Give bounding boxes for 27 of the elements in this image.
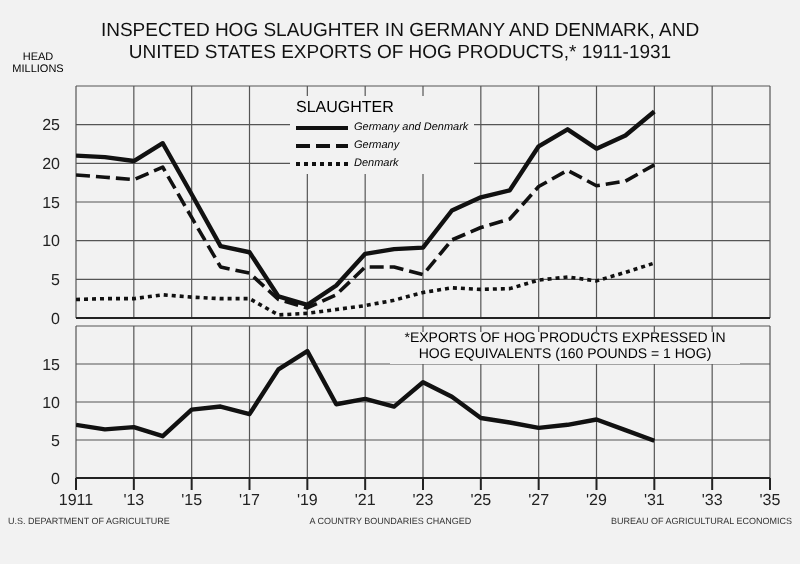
x-tick-label: '19 xyxy=(296,491,319,510)
legend-title: SLAUGHTER xyxy=(296,98,396,116)
x-tick-label: '35 xyxy=(759,491,782,510)
y-tick-label: 10 xyxy=(42,232,62,251)
y-tick-label: 25 xyxy=(42,116,62,135)
y-tick-label: 5 xyxy=(51,431,62,450)
y-tick-label: 10 xyxy=(42,393,62,412)
x-tick-label: '33 xyxy=(701,491,724,510)
x-tick-label: '31 xyxy=(643,491,666,510)
y-tick-label: 0 xyxy=(51,309,62,328)
x-tick-label: '23 xyxy=(412,491,435,510)
y-tick-label: 0 xyxy=(51,469,62,488)
y-tick-label: 5 xyxy=(51,271,62,290)
x-tick-label: '17 xyxy=(239,491,262,510)
y-tick-label: 15 xyxy=(42,193,62,212)
y-tick-label: 20 xyxy=(42,155,62,174)
x-tick-label: '21 xyxy=(354,491,377,510)
x-tick-label: '13 xyxy=(123,491,146,510)
x-tick-label: '25 xyxy=(470,491,493,510)
chart-title: INSPECTED HOG SLAUGHTER IN GERMANY AND DENMARK, AND UNITED STATES EXPORTS OF HOG PRODUCTS,* 1911-1931 xyxy=(98,20,702,64)
x-tick-label: '29 xyxy=(586,491,609,510)
x-tick-label: '15 xyxy=(181,491,204,510)
y-tick-label: 15 xyxy=(42,355,62,374)
x-tick-label: 1911 xyxy=(58,491,95,510)
line-series xyxy=(76,109,657,308)
x-tick-label: '27 xyxy=(528,491,551,510)
line-series xyxy=(76,348,657,443)
